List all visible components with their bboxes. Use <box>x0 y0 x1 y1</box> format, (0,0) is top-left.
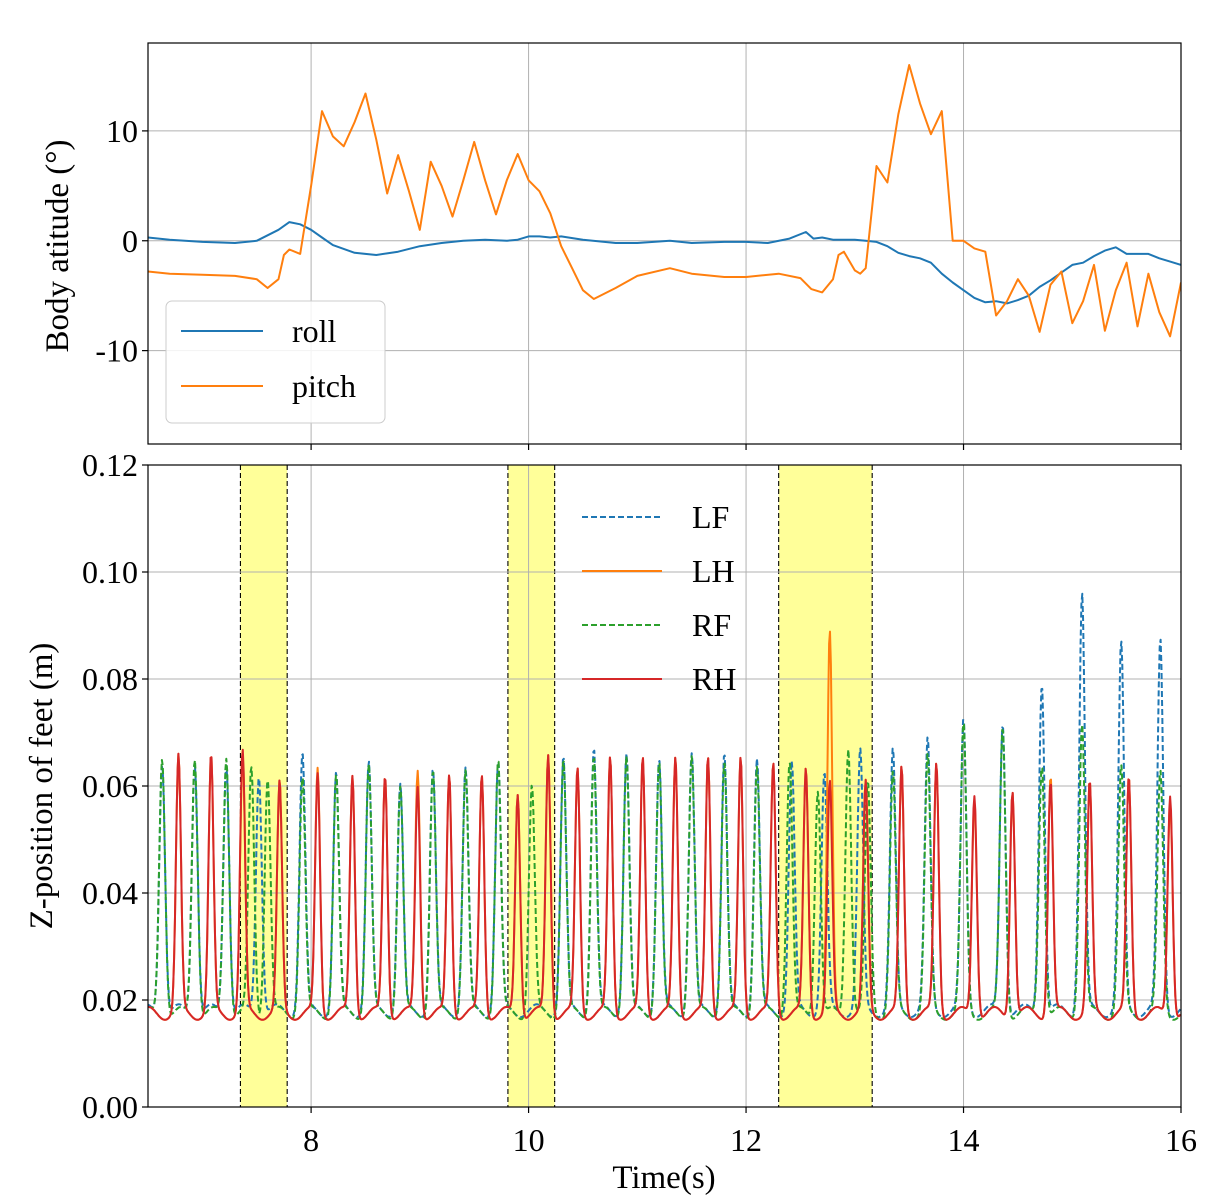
legend-label-RF: RF <box>692 607 731 643</box>
attitude-ticks: -10 0 10 <box>95 113 1182 450</box>
y-tick-label: 0.08 <box>82 661 138 697</box>
y-tick-label: 0.04 <box>82 875 138 911</box>
y-tick-label: 0.02 <box>82 982 138 1018</box>
feet-y-axis-label: Z-position of feet (m) <box>24 643 60 930</box>
feet-legend: LF LH RF RH <box>582 499 736 697</box>
y-tick-label: -10 <box>95 333 138 369</box>
legend-label-LH: LH <box>692 553 735 589</box>
x-tick-label: 12 <box>730 1122 762 1158</box>
attitude-axes-frame <box>147 42 1182 445</box>
y-tick-label: 0.00 <box>82 1089 138 1125</box>
x-axis-label: Time(s) <box>612 1160 715 1196</box>
series-line-RF <box>148 723 1181 1021</box>
feet-ticks: 8 10 12 14 16 0.00 0.02 0.04 0.06 0.08 0.10 0.12 <box>82 447 1197 1158</box>
x-tick-label: 10 <box>513 1122 545 1158</box>
x-tick-label: 16 <box>1165 1122 1197 1158</box>
y-tick-label: 10 <box>106 113 138 149</box>
x-tick-label: 14 <box>948 1122 980 1158</box>
y-tick-label: 0.12 <box>82 447 138 483</box>
attitude-panel: -10 0 10 Body atitude (°) roll pitch <box>40 42 1182 450</box>
legend-label-RH: RH <box>692 661 736 697</box>
legend-label-LF: LF <box>692 499 729 535</box>
attitude-series <box>148 64 1181 338</box>
feet-panel: 8 10 12 14 16 0.00 0.02 0.04 0.06 0.08 0.10 0.12 Z-… <box>24 447 1197 1196</box>
series-line-RH <box>148 748 1181 1021</box>
series-line-pitch <box>148 64 1181 338</box>
x-tick-label: 8 <box>303 1122 319 1158</box>
y-tick-label: 0.10 <box>82 554 138 590</box>
attitude-y-axis-label: Body atitude (°) <box>40 140 76 353</box>
legend-label-roll: roll <box>292 313 337 349</box>
y-tick-label: 0 <box>122 223 138 259</box>
legend-label-pitch: pitch <box>292 368 356 404</box>
legend-box <box>165 300 386 424</box>
feet-series <box>148 592 1181 1021</box>
attitude-legend: roll pitch <box>165 300 386 424</box>
series-line-roll <box>148 221 1181 305</box>
y-tick-label: 0.06 <box>82 768 138 804</box>
